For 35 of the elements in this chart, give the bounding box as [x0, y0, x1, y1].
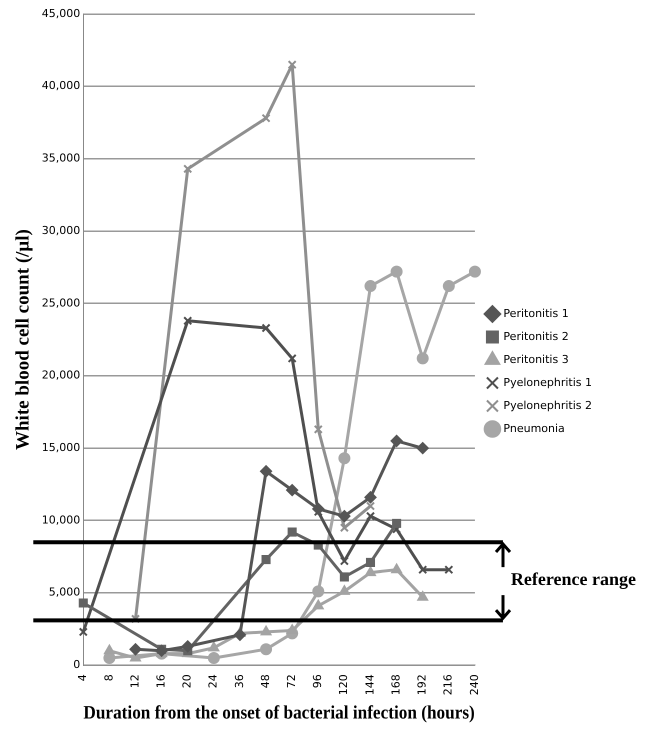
legend-label: Peritonitis 2	[503, 330, 569, 343]
x-tick-label: 48	[258, 674, 272, 688]
text: Reference range	[510, 569, 636, 590]
y-tick-label: 5,000	[48, 586, 80, 599]
x-tick-label: 216	[442, 674, 455, 696]
x-tick-label: 96	[311, 674, 324, 688]
y-tick-label: 10,000	[42, 513, 80, 526]
x-tick-label: 16	[154, 674, 168, 688]
x-tick-label: 24	[206, 674, 220, 688]
y-tick-label: 45,000	[42, 6, 80, 20]
y-tick-label: 25,000	[42, 296, 80, 310]
y-tick-label: 40,000	[42, 79, 80, 92]
x-tick-label: 8	[102, 674, 116, 682]
y-tick-label: 30,000	[42, 224, 80, 237]
y-tick-label: 0	[73, 658, 80, 672]
y-tick-label: 15,000	[42, 440, 80, 454]
legend-label: Peritonitis 1	[503, 306, 569, 320]
x-tick-label: 72	[285, 674, 298, 688]
x-axis-title: Duration from the onset of bacterial infection (hours)	[83, 702, 475, 723]
x-tick-label: 36	[232, 674, 246, 688]
legend-label: Pyelonephritis 2	[503, 398, 592, 412]
x-tick-label: 12	[128, 674, 142, 688]
y-axis-title: White blood cell count (/μl)	[12, 229, 34, 450]
x-tick-label: 120	[337, 674, 350, 696]
x-tick-label: 192	[416, 674, 429, 696]
legend-label: Peritonitis 3	[503, 352, 569, 366]
x-tick-label: 240	[468, 674, 481, 696]
x-tick-label: 4	[76, 674, 90, 682]
y-tick-label: 35,000	[42, 152, 80, 165]
legend-label: Pneumonia	[503, 422, 565, 435]
x-tick-label: 168	[389, 674, 402, 696]
y-tick-label: 20,000	[42, 368, 80, 382]
legend-label: Pyelonephritis 1	[503, 376, 592, 389]
x-tick-label: 20	[180, 674, 194, 688]
x-tick-label: 144	[363, 674, 376, 696]
